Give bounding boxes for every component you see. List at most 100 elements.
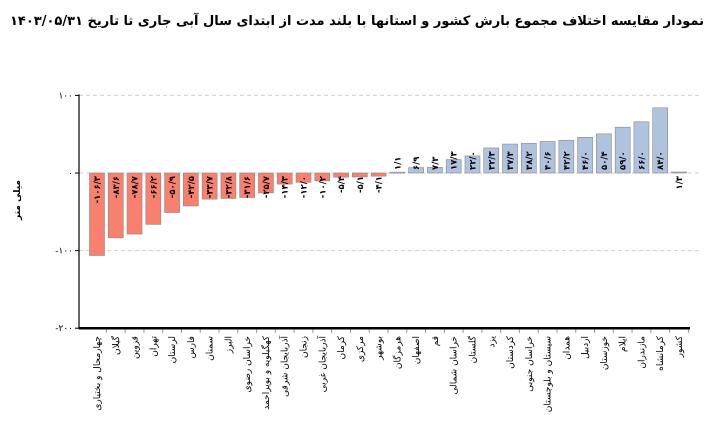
- chart-title: نمودار مقایسه اختلاف مجموع بارش کشور و ا…: [9, 14, 704, 29]
- category-label: البرز: [224, 336, 234, 354]
- value-label: -۱۰/۲: [318, 175, 328, 198]
- bar: [183, 172, 199, 207]
- y-tick-label: ۰: [68, 169, 73, 179]
- bar: [126, 172, 143, 235]
- bar: [295, 172, 312, 183]
- category-label: سیستان و بلوچستان: [544, 336, 554, 412]
- bar: [258, 172, 274, 194]
- value-label: ۲۲/۰: [468, 151, 478, 170]
- value-label: -۸۳/۶: [112, 176, 122, 198]
- bar: [276, 172, 293, 185]
- bar: [614, 126, 631, 174]
- bar: [521, 143, 537, 174]
- category-label: خوزستان: [600, 336, 610, 370]
- bar: [89, 172, 105, 256]
- value-label: ۴۰/۶: [544, 151, 554, 170]
- category-label: تهران: [149, 336, 159, 357]
- bar: [596, 133, 612, 174]
- category-label: لرستان: [168, 336, 178, 363]
- value-label: ۴۲/۲: [562, 151, 572, 170]
- value-label: ۳۸/۲: [525, 151, 535, 170]
- bar: [239, 172, 255, 198]
- bar: [389, 171, 406, 174]
- category-label: مرکزی: [356, 336, 366, 362]
- category-label: کردستان: [506, 335, 516, 369]
- value-label: -۲۵/۷: [262, 175, 272, 198]
- value-label: -۱۲/۰: [300, 176, 310, 198]
- bar: [671, 171, 687, 174]
- category-label: قم: [431, 336, 441, 346]
- y-tick-label: -۲۰۰: [55, 324, 73, 334]
- value-label: ۳۷/۳: [506, 151, 516, 170]
- category-label: سمنان: [206, 336, 216, 361]
- bar: [445, 159, 462, 174]
- category-label: چهارمحال و بختیاری: [93, 336, 103, 411]
- category-label: یزد: [487, 336, 497, 348]
- value-label: -۳۱/۶: [243, 176, 253, 198]
- category-label: خراسان جنوبی: [525, 336, 535, 392]
- value-label: ۸۴/۰: [656, 151, 666, 170]
- value-label: ۶۶/۰: [637, 151, 647, 170]
- value-label: -۴/۱: [375, 176, 385, 193]
- bar: [352, 172, 368, 178]
- value-label: ۳۲/۳: [487, 151, 497, 170]
- category-label: همدان: [562, 336, 572, 360]
- value-label: -۴۲/۵: [187, 176, 197, 198]
- category-label: بوشهر: [375, 336, 385, 361]
- category-label: اصفهان: [412, 336, 422, 364]
- y-tick-label: ۱۰۰: [58, 91, 73, 101]
- value-label: -۳۳/۷: [206, 175, 216, 198]
- category-label: خراسان رضوی: [243, 336, 253, 392]
- category-label: کرمان: [337, 335, 347, 359]
- value-label: -۳۲/۸: [224, 175, 234, 198]
- value-label: -۵/۴: [337, 176, 347, 193]
- value-label: -۱۴/۳: [281, 175, 291, 198]
- category-label: گلستان: [466, 335, 478, 363]
- bar: [314, 172, 331, 182]
- bar: [483, 147, 500, 174]
- value-label: -۶۶/۲: [149, 175, 159, 198]
- value-label: ۱/۳: [675, 175, 685, 189]
- y-axis-label: میلی متر: [13, 180, 23, 221]
- value-label: -۵۰/۹: [168, 175, 178, 198]
- category-label: فارس: [187, 336, 197, 358]
- category-label: گیلان: [110, 335, 122, 355]
- bar: [107, 172, 124, 239]
- value-label: ۶/۹: [412, 156, 422, 170]
- y-tick-label: -۱۰۰: [55, 247, 73, 257]
- value-label: ۱/۱: [393, 157, 403, 170]
- bar: [408, 167, 424, 174]
- bar: [502, 143, 518, 174]
- bar: [370, 172, 387, 177]
- value-label: -۵/۱: [356, 176, 366, 193]
- value-label: ۱۷/۳: [450, 151, 460, 170]
- category-label: آذربایجان غربی: [316, 336, 328, 393]
- category-label: قزوین: [131, 336, 141, 359]
- bar: [577, 137, 593, 174]
- bar: [220, 172, 237, 199]
- value-label: ۵۹/۰: [619, 151, 629, 170]
- value-label: ۴۶/۰: [581, 151, 591, 170]
- bar: [333, 172, 349, 178]
- category-label: هرمزگان: [391, 336, 403, 369]
- bar: [464, 155, 481, 174]
- bar: [164, 172, 180, 213]
- bar: [145, 172, 162, 225]
- category-label: اردبیل: [581, 336, 591, 359]
- bar: [633, 121, 650, 174]
- category-label: زنجان: [300, 336, 310, 358]
- value-label: ۷/۳: [431, 156, 441, 170]
- value-label: -۱۰۶/۳: [93, 175, 103, 203]
- category-label: کشور: [675, 335, 685, 358]
- category-label: خراسان شمالی: [450, 336, 460, 395]
- bar: [427, 167, 443, 174]
- category-label: کهگیلویه و بویراحمد: [260, 335, 272, 409]
- bar: [539, 141, 556, 174]
- bar: [652, 107, 669, 174]
- category-label: آذربایجان شرقی: [279, 336, 291, 397]
- bar: [201, 172, 218, 200]
- value-label: -۷۸/۷: [131, 175, 141, 198]
- value-label: ۵۰/۴: [600, 151, 610, 170]
- bar: [558, 139, 575, 174]
